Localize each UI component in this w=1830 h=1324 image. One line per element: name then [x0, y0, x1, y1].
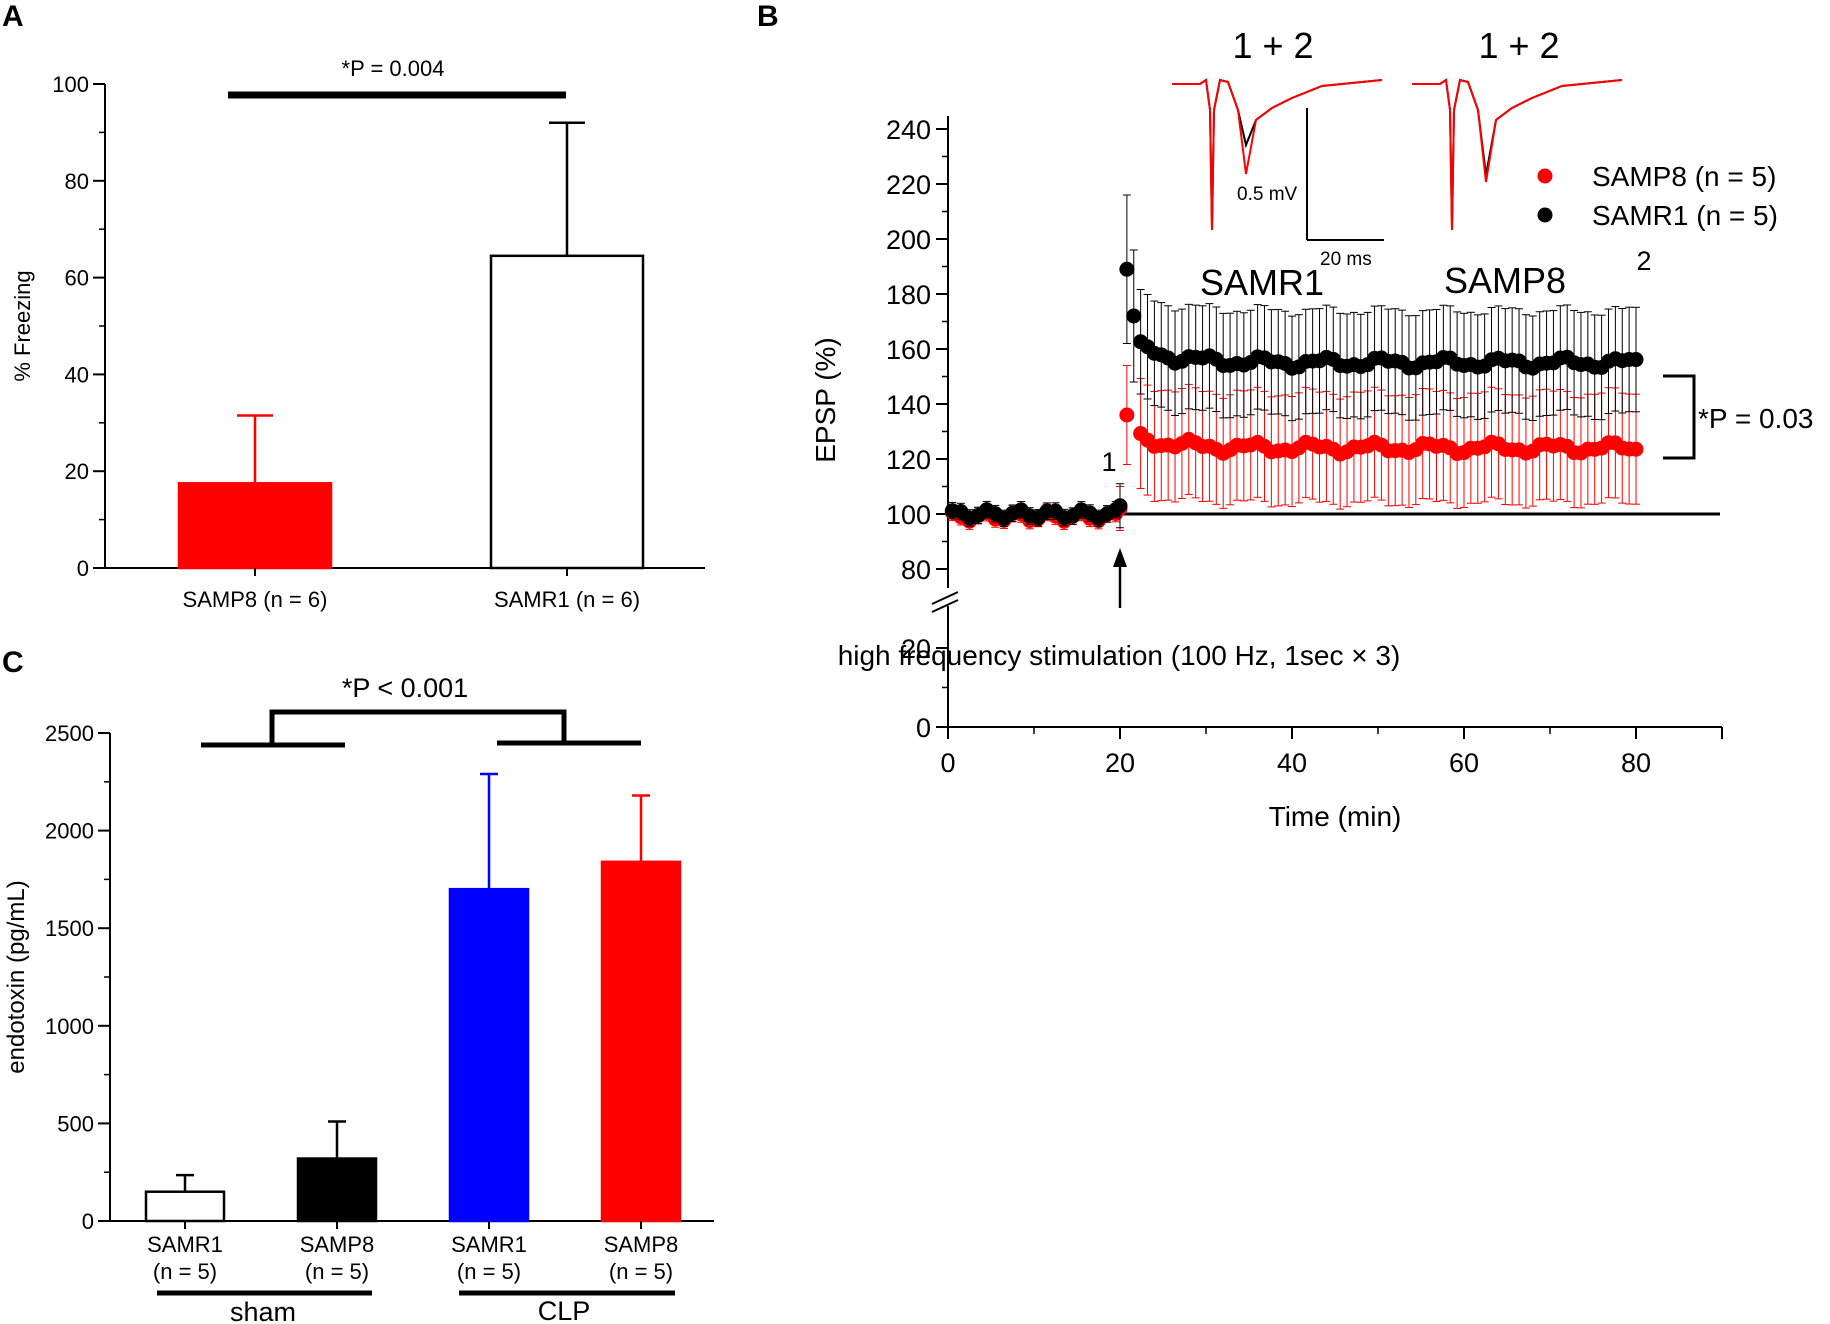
legend-marker-samr1	[1537, 207, 1553, 223]
legend-marker-samp8	[1537, 168, 1553, 184]
y-tick-label: 200	[886, 225, 931, 255]
y-tick-label: 0	[82, 1209, 94, 1234]
x-tick-n-label: (n = 5)	[153, 1259, 217, 1284]
data-point	[1112, 498, 1128, 514]
significance-bracket	[1663, 374, 1696, 460]
panel-letter-c: C	[2, 646, 24, 679]
data-point	[1126, 308, 1142, 324]
inset-samp8-label: SAMP8	[1444, 260, 1566, 301]
y-tick-label: 2000	[45, 819, 94, 844]
x-axis-label: Time (min)	[1269, 801, 1402, 832]
y-tick-label: 2500	[45, 721, 94, 746]
y-tick-label: 60	[65, 266, 89, 291]
trace-samp8-red	[1412, 78, 1623, 231]
x-tick-label: SAMR1	[147, 1232, 223, 1257]
stimulation-label: high frequency stimulation (100 Hz, 1sec…	[838, 640, 1401, 671]
marker-1-label: 1	[1101, 447, 1116, 477]
inset-samr1-label: SAMR1	[1200, 262, 1324, 303]
group-label-sham: sham	[230, 1297, 296, 1324]
significance-label: *P = 0.004	[342, 56, 445, 81]
y-axis-label: EPSP (%)	[810, 337, 841, 463]
bar	[448, 887, 530, 1223]
significance-label: *P < 0.001	[342, 673, 468, 703]
scale-ms-label: 20 ms	[1320, 249, 1372, 270]
y-tick-label: 1500	[45, 916, 94, 941]
x-tick-n-label: (n = 5)	[609, 1259, 673, 1284]
axis-break-mark	[931, 591, 959, 605]
y-axis-label: endotoxin (pg/mL)	[3, 880, 30, 1073]
y-tick-label: 100	[886, 500, 931, 530]
trace-samp8-black	[1412, 78, 1623, 231]
trace-samr1-black	[1172, 78, 1383, 231]
y-tick-label: 500	[57, 1111, 94, 1136]
y-tick-label: 40	[65, 362, 89, 387]
inset-overlay-label-samr1: 1 + 2	[1232, 25, 1313, 66]
panel-a-freezing-chart: 0 20 40 60 80 100 % Freezing SAMP8 (n = 6) SAMR1…	[10, 56, 705, 612]
x-tick-label: 0	[940, 748, 955, 778]
x-tick-label: 20	[1105, 748, 1135, 778]
stimulation-arrowhead	[1113, 548, 1127, 567]
panel-letter-b: B	[757, 0, 779, 33]
y-tick-label: 220	[886, 170, 931, 200]
bar	[489, 254, 645, 570]
x-tick-n-label: (n = 5)	[305, 1259, 369, 1284]
y-tick-label: 160	[886, 335, 931, 365]
x-tick-label: SAMP8	[604, 1232, 679, 1257]
data-point	[1119, 261, 1135, 277]
x-tick-label: 80	[1621, 748, 1651, 778]
x-tick-label: SAMP8	[300, 1232, 375, 1257]
scale-mv-label: 0.5 mV	[1237, 184, 1298, 205]
x-tick-label: 60	[1449, 748, 1479, 778]
trace-samr1-red	[1172, 78, 1383, 231]
y-tick-label: 20	[65, 459, 89, 484]
data-point	[1628, 352, 1644, 368]
y-tick-label: 240	[886, 115, 931, 145]
significance-bracket	[269, 709, 567, 745]
bar	[177, 482, 333, 570]
marker-2-label: 2	[1636, 246, 1651, 276]
x-tick-label: SAMP8 (n = 6)	[183, 587, 328, 612]
x-tick-label: SAMR1 (n = 6)	[494, 587, 640, 612]
bar	[600, 860, 682, 1223]
y-tick-label: 80	[65, 169, 89, 194]
data-point	[1119, 407, 1135, 423]
group-label-clp: CLP	[538, 1296, 591, 1324]
axis-break-mark	[931, 599, 959, 613]
bar	[144, 1190, 226, 1223]
y-tick-label: 180	[886, 280, 931, 310]
y-tick-label: 0	[916, 713, 931, 743]
bar	[296, 1157, 378, 1223]
y-tick-label: 100	[52, 72, 89, 97]
panel-c-endotoxin-chart: 0 500 1000 1500 2000 2500 endotoxin (pg/mL) SAM…	[3, 673, 714, 1324]
panel-letter-a: A	[2, 0, 24, 33]
inset-overlay-label-samp8: 1 + 2	[1478, 25, 1559, 66]
samr1-series	[944, 194, 1644, 529]
x-tick-label: 40	[1277, 748, 1307, 778]
legend-label-samp8: SAMP8 (n = 5)	[1592, 161, 1776, 192]
y-tick-label: 120	[886, 445, 931, 475]
samp8-series	[944, 365, 1644, 531]
y-tick-label: 80	[901, 555, 931, 585]
significance-label: *P = 0.03	[1698, 403, 1813, 434]
x-tick-label: SAMR1	[451, 1232, 527, 1257]
y-tick-label: 140	[886, 390, 931, 420]
data-point	[1628, 441, 1644, 457]
y-axis-label: % Freezing	[10, 270, 35, 381]
x-tick-n-label: (n = 5)	[457, 1259, 521, 1284]
legend-label-samr1: SAMR1 (n = 5)	[1592, 200, 1778, 231]
panel-b-epsp-chart: 0 20 80 100 120 140 160 180 200 220 240 0 20 40 60 80 Ti…	[810, 25, 1813, 832]
y-tick-label: 1000	[45, 1014, 94, 1039]
y-tick-label: 0	[77, 556, 89, 581]
y-tick-label: 20	[901, 634, 931, 664]
